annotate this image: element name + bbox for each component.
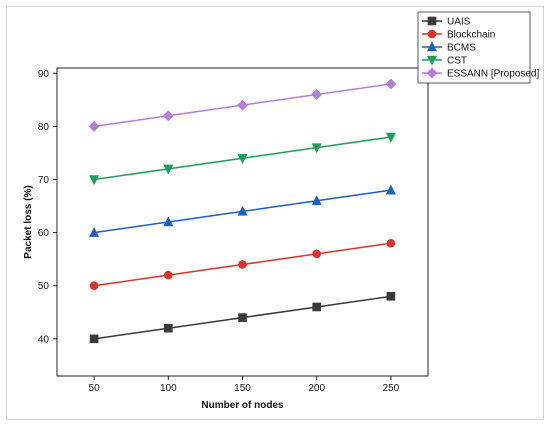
series-bcms [89,184,396,237]
series-uais [89,292,396,344]
legend-marker [426,67,438,79]
axes: 50 100 150 200 250 40 50 60 70 80 90 [38,67,429,394]
plot-area-border [56,67,429,377]
data-point [88,120,100,132]
data-point [237,153,248,164]
legend-item: CST [422,56,467,67]
data-point [89,281,99,291]
data-point [312,302,322,312]
legend-label: CST [447,56,467,67]
legend-label: Blockchain [447,30,495,41]
legend: UAIS Blockchain BCMS CST ESSANN [Proposed] [417,11,539,84]
legend-item: ESSANN [Proposed] [422,67,539,80]
series-essann-proposed [88,78,397,132]
data-point [163,216,174,227]
data-point [237,205,248,216]
data-point [162,110,174,122]
data-point [386,292,396,301]
x-axis-title: Number of nodes [201,400,284,411]
data-point [238,313,247,322]
data-point [311,143,322,154]
y-tick-label: 70 [38,175,50,186]
data-point [163,164,174,175]
x-tick-label: 250 [383,383,400,394]
legend-label: ESSANN [Proposed] [447,69,539,80]
data-point [89,226,100,237]
data-point [164,323,173,333]
data-point [237,99,248,111]
legend-label: BCMS [447,43,476,54]
data-point [312,249,322,259]
legend-marker [427,41,437,52]
legend-marker [427,16,437,26]
data-point [89,175,100,186]
data-point [385,78,397,90]
series-blockchain [89,238,396,291]
x-tick-label: 150 [234,383,251,394]
legend-label: UAIS [447,17,471,28]
legend-item: UAIS [422,17,471,28]
series-group [88,78,397,344]
y-tick-label: 80 [38,122,50,133]
y-tick-label: 90 [38,69,50,80]
data-point [385,132,396,143]
legend-marker [427,55,437,66]
data-point [385,184,396,195]
y-tick-label: 50 [38,281,50,292]
data-point [311,89,323,100]
legend-marker [427,29,437,39]
y-tick-label: 40 [38,334,50,345]
x-tick-label: 100 [160,383,177,394]
data-point [238,260,247,269]
data-point [164,270,173,280]
data-point [89,334,99,344]
data-point [311,195,322,206]
y-axis-title: Packet loss (%) [23,185,34,258]
x-tick-label: 50 [89,383,101,394]
series-cst [89,132,396,186]
x-tick-label: 200 [308,383,325,394]
legend-item: Blockchain [422,30,495,41]
legend-item: BCMS [422,41,476,54]
y-tick-label: 60 [38,228,50,239]
data-point [386,238,396,248]
